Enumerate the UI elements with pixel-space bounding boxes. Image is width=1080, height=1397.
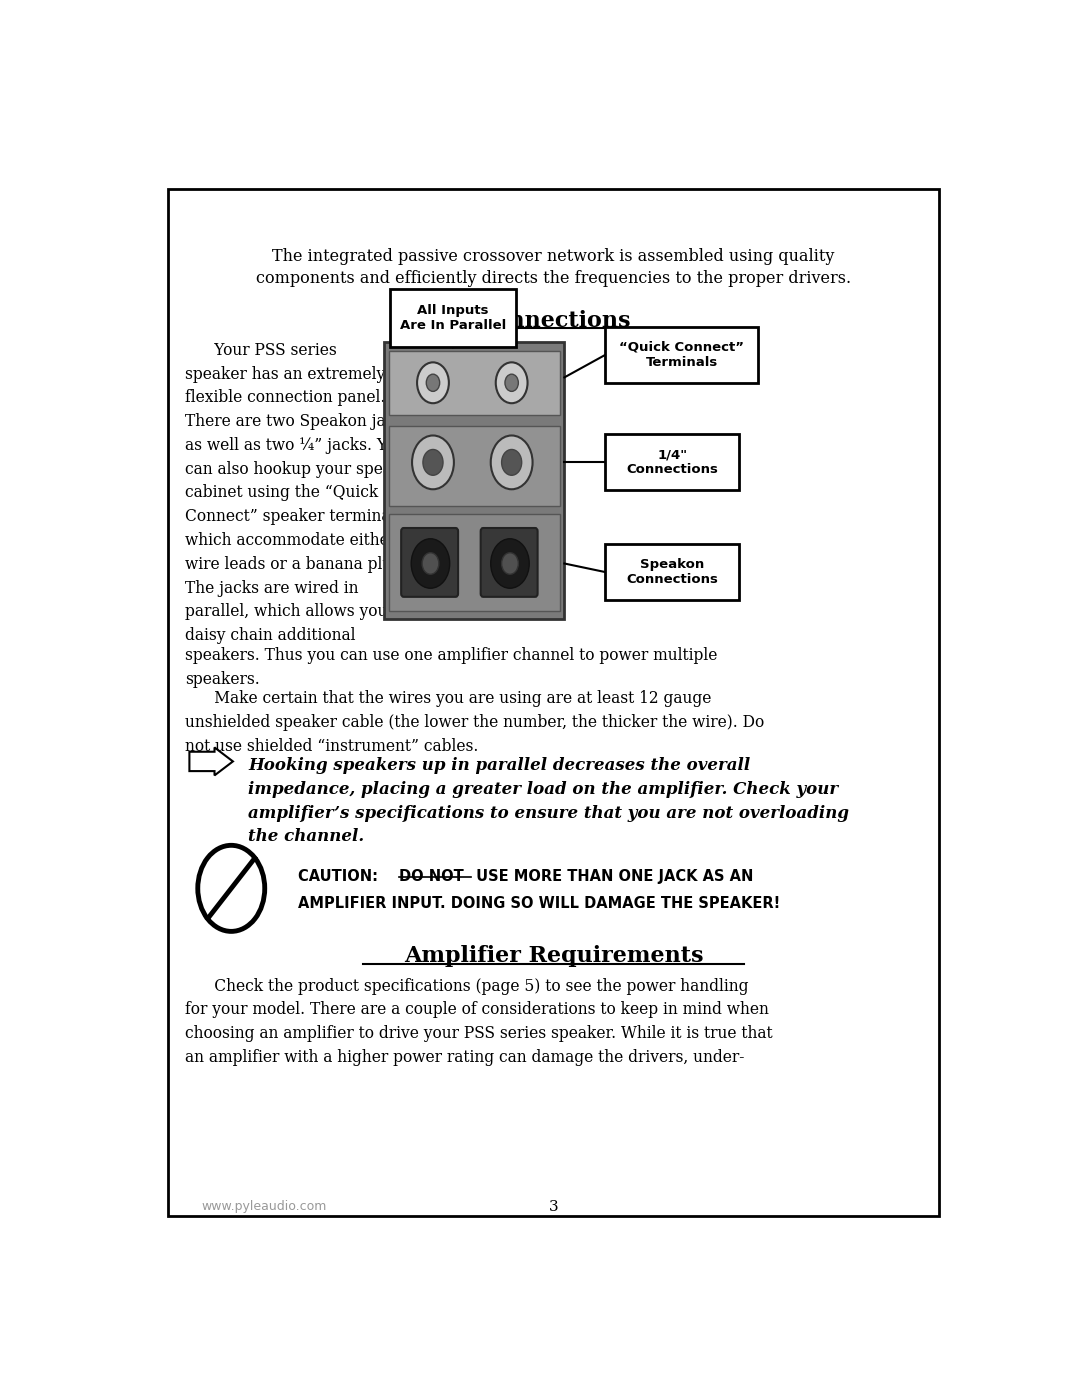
Circle shape	[490, 436, 532, 489]
Text: Speakon
Connections: Speakon Connections	[626, 557, 718, 587]
Text: Your PSS series
speaker has an extremely
flexible connection panel.
There are tw: Your PSS series speaker has an extremely…	[186, 342, 418, 644]
Text: Amplifier Requirements: Amplifier Requirements	[404, 946, 703, 967]
FancyBboxPatch shape	[606, 545, 740, 601]
Text: components and efficiently directs the frequencies to the proper drivers.: components and efficiently directs the f…	[256, 270, 851, 286]
Circle shape	[496, 362, 527, 404]
Text: Check the product specifications (page 5) to see the power handling
for your mod: Check the product specifications (page 5…	[186, 978, 773, 1066]
Text: 3: 3	[549, 1200, 558, 1214]
FancyBboxPatch shape	[389, 351, 561, 415]
Circle shape	[413, 436, 454, 489]
Circle shape	[427, 374, 440, 391]
FancyArrow shape	[189, 747, 233, 775]
FancyBboxPatch shape	[481, 528, 538, 597]
Circle shape	[501, 553, 518, 574]
FancyBboxPatch shape	[390, 289, 516, 348]
FancyBboxPatch shape	[384, 342, 565, 619]
Text: 1/4"
Connections: 1/4" Connections	[626, 448, 718, 476]
Text: Make certain that the wires you are using are at least 12 gauge
unshielded speak: Make certain that the wires you are usin…	[186, 690, 765, 754]
Circle shape	[422, 553, 438, 574]
FancyBboxPatch shape	[389, 426, 561, 507]
Circle shape	[198, 845, 265, 932]
Circle shape	[490, 539, 529, 588]
Circle shape	[411, 539, 449, 588]
FancyBboxPatch shape	[606, 327, 758, 383]
Text: The integrated passive crossover network is assembled using quality: The integrated passive crossover network…	[272, 249, 835, 265]
FancyBboxPatch shape	[606, 434, 740, 490]
Text: DO NOT: DO NOT	[400, 869, 464, 884]
Text: AMPLIFIER INPUT. DOING SO WILL DAMAGE THE SPEAKER!: AMPLIFIER INPUT. DOING SO WILL DAMAGE TH…	[298, 895, 781, 911]
Text: Connections: Connections	[476, 310, 631, 331]
Text: CAUTION:: CAUTION:	[298, 869, 383, 884]
Text: “Quick Connect”
Terminals: “Quick Connect” Terminals	[619, 341, 744, 369]
Circle shape	[505, 374, 518, 391]
FancyBboxPatch shape	[168, 189, 939, 1217]
Circle shape	[417, 362, 449, 404]
Circle shape	[501, 450, 522, 475]
Circle shape	[423, 450, 443, 475]
Text: speakers. Thus you can use one amplifier channel to power multiple
speakers.: speakers. Thus you can use one amplifier…	[186, 647, 717, 689]
FancyBboxPatch shape	[389, 514, 561, 610]
Text: USE MORE THAN ONE JACK AS AN: USE MORE THAN ONE JACK AS AN	[472, 869, 754, 884]
Text: www.pyleaudio.com: www.pyleaudio.com	[202, 1200, 327, 1214]
Text: Hooking speakers up in parallel decreases the overall
impedance, placing a great: Hooking speakers up in parallel decrease…	[248, 757, 849, 845]
Text: All Inputs
Are In Parallel: All Inputs Are In Parallel	[400, 305, 507, 332]
FancyBboxPatch shape	[401, 528, 458, 597]
